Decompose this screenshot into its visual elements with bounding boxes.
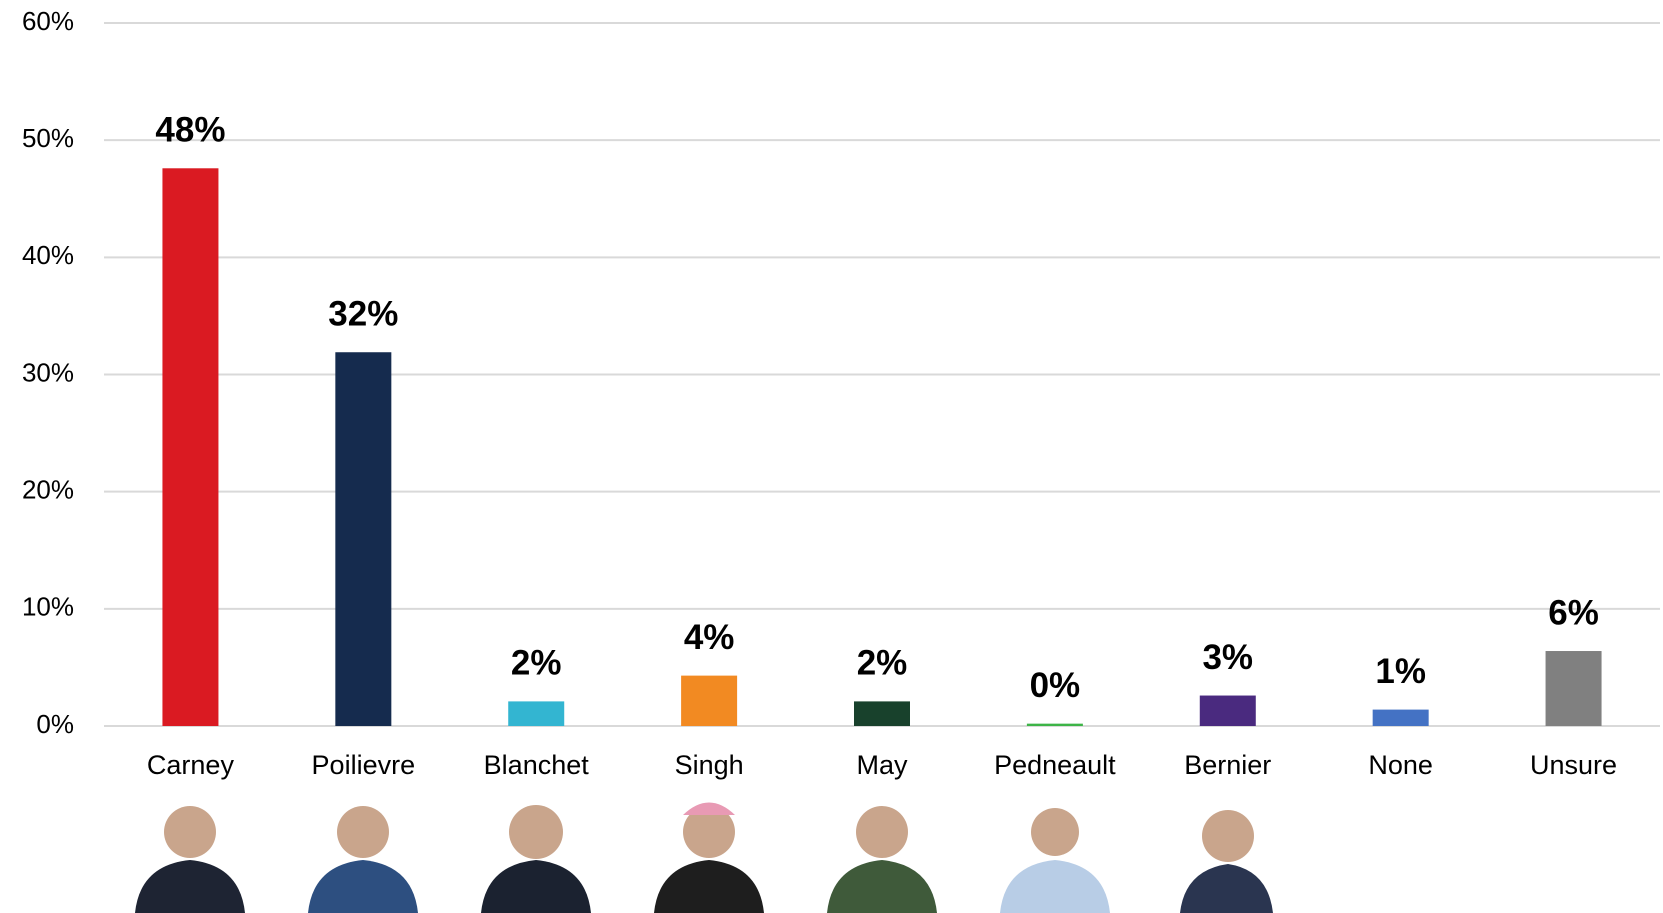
y-tick-label: 10%	[22, 592, 74, 622]
x-tick-label: May	[856, 750, 908, 780]
photo	[654, 802, 764, 913]
value-label: 48%	[155, 111, 225, 150]
x-tick-label: None	[1368, 750, 1433, 780]
x-tick-label: Carney	[147, 750, 235, 780]
x-tick-label: Poilievre	[312, 750, 416, 780]
value-label: 3%	[1202, 638, 1253, 677]
bar	[335, 352, 392, 726]
bar	[1199, 695, 1256, 726]
y-tick-label: 60%	[22, 6, 74, 36]
photo	[308, 806, 418, 913]
bar	[1545, 651, 1602, 726]
bar	[1372, 709, 1429, 726]
photo	[827, 806, 937, 913]
y-tick-label: 0%	[36, 709, 74, 739]
photo	[1000, 808, 1110, 913]
x-tick-label: Singh	[675, 750, 744, 780]
value-label: 6%	[1548, 593, 1599, 632]
photo	[481, 805, 591, 913]
x-tick-label: Bernier	[1184, 750, 1271, 780]
y-tick-label: 40%	[22, 240, 74, 270]
y-tick-label: 30%	[22, 357, 74, 387]
bar	[162, 168, 219, 726]
value-label: 2%	[511, 644, 562, 683]
value-label: 32%	[328, 294, 398, 333]
x-tick-label: Pedneault	[994, 750, 1116, 780]
value-label: 2%	[857, 644, 908, 683]
y-tick-label: 20%	[22, 475, 74, 505]
value-label: 0%	[1030, 666, 1081, 705]
bar	[508, 701, 565, 726]
x-tick-label: Blanchet	[484, 750, 590, 780]
x-tick-label: Unsure	[1530, 750, 1617, 780]
bar	[1026, 723, 1083, 726]
bar	[681, 675, 738, 726]
bar	[854, 701, 910, 726]
y-tick-label: 50%	[22, 123, 74, 153]
value-label: 1%	[1375, 652, 1426, 691]
photo	[1180, 810, 1273, 913]
photo	[135, 806, 245, 913]
candidate-photos	[135, 802, 1273, 913]
value-label: 4%	[684, 618, 735, 657]
